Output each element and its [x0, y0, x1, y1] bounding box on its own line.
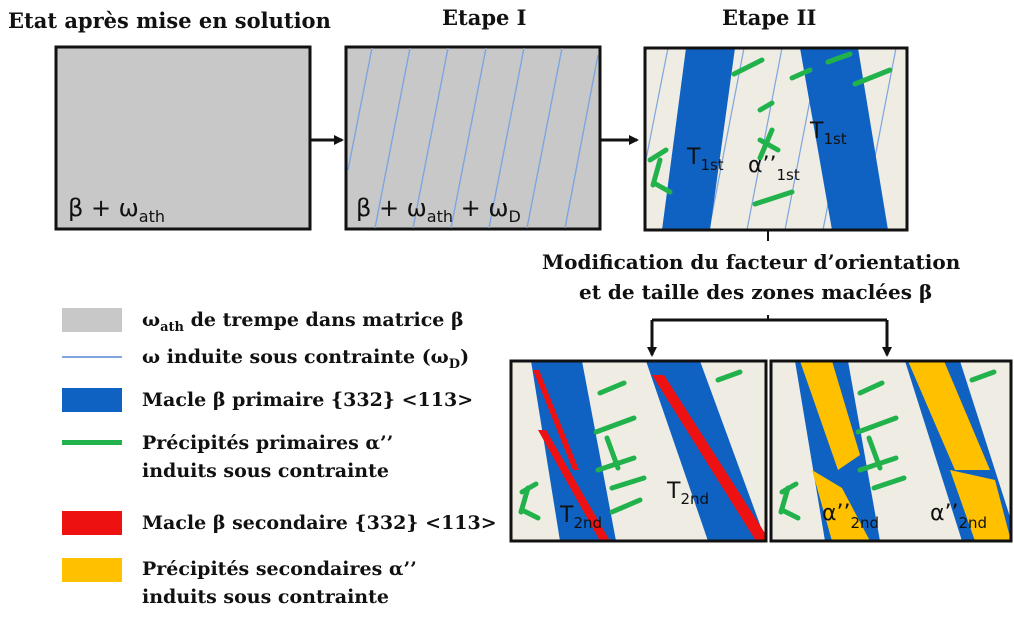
- legend-primary-precip-text: Précipités primaires α’’: [142, 432, 394, 454]
- p4-t2-label: T2nd: [666, 479, 709, 508]
- twin-band-1: [662, 48, 735, 230]
- p3-t1-label: T1st: [686, 145, 724, 174]
- p5-yellow-3: [908, 361, 990, 470]
- primary-precip-swatch: [62, 440, 122, 445]
- panel-step2-content: [645, 48, 907, 230]
- p3-t2-label: T1st: [809, 119, 847, 148]
- legend-primary-twin-text: Macle β primaire {332} <113>: [142, 389, 474, 411]
- panel-step2: [643, 46, 909, 232]
- panel-secondary-twin: [509, 359, 768, 543]
- title-step1: Etape I: [442, 5, 527, 30]
- p4-t1-label: T2nd: [559, 503, 602, 532]
- modification-line1: Modification du facteur d’orientation: [542, 250, 961, 274]
- primary-precipitates: [647, 51, 893, 207]
- panel-secondary-precip-content: [771, 361, 1011, 541]
- p5-a2-label: α’’2nd: [930, 501, 987, 532]
- omega-d-lines: [347, 47, 599, 229]
- legend-primary-precip-text2: induits sous contrainte: [142, 460, 389, 482]
- panel1-label: β + ωath: [68, 194, 165, 226]
- panel2-label: β + ωath + ωD: [356, 194, 521, 226]
- p5-yellow-4: [950, 470, 1011, 541]
- primary-twin-swatch: [62, 388, 122, 412]
- p4-precipitates: [518, 369, 743, 521]
- title-step2: Etape II: [722, 5, 817, 30]
- p5-yellow-2: [812, 470, 870, 541]
- panel-secondary-precip: [769, 359, 1013, 543]
- modification-line2: et de taille des zones maclées β: [579, 280, 933, 304]
- panel-step1: [344, 45, 602, 231]
- p4-red-band-2: [538, 430, 610, 541]
- omega-d-swatch: [62, 356, 122, 358]
- secondary-twin-swatch: [62, 511, 122, 535]
- legend-omega-ath-text: ωath de trempe dans matrice β: [142, 309, 464, 335]
- legend-secondary-twin-text: Macle β secondaire {332} <113>: [142, 512, 497, 534]
- legend-secondary-precip-text2: induits sous contrainte: [142, 586, 389, 608]
- p4-red-band-1: [533, 370, 579, 470]
- p5-precipitates: [778, 369, 997, 521]
- p4-red-band-3: [652, 375, 766, 541]
- p5-yellow-1: [800, 361, 860, 470]
- panel-solution-state: [54, 45, 312, 231]
- title-state: Etat après mise en solution: [8, 8, 331, 33]
- twin-band-2: [800, 48, 888, 230]
- omega-ath-swatch: [62, 308, 122, 332]
- p5-a1-label: α’’2nd: [822, 501, 879, 532]
- legend-secondary-precip-text: Précipités secondaires α’’: [142, 558, 417, 580]
- legend-omega-d-text: ω induite sous contrainte (ωD): [142, 346, 470, 372]
- panel-secondary-twin-content: [511, 361, 766, 541]
- secondary-precip-swatch: [62, 558, 122, 582]
- p3-alpha-label: α’’1st: [748, 153, 800, 184]
